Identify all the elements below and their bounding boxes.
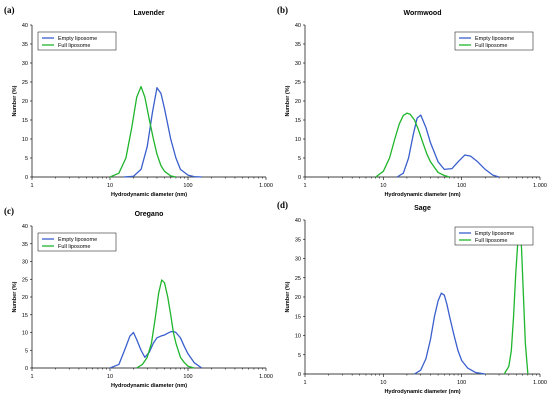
legend-label: Empty liposome [475,36,514,42]
y-axis-label: Number (%) [285,85,291,116]
x-tick-label: 100 [457,183,466,189]
panel-letter: (d) [277,200,288,210]
legend-label: Empty liposome [58,237,97,243]
chart-panel-2: (b) Wormwood 0 5 10 15 20 25 30 35 40 1 10 100 1.000 Hy… [277,5,547,198]
y-tick-label: 15 [22,313,28,319]
y-tick-label: 35 [22,42,28,48]
y-tick-label: 30 [295,257,301,263]
y-tick-label: 25 [22,277,28,283]
y-tick-label: 40 [22,224,28,230]
chart-title: Lavender [133,10,164,17]
y-tick-label: 20 [295,295,301,301]
x-axis-label: Hydrodynamic diameter (nm) [384,192,460,198]
x-tick-label: 1.000 [533,380,547,386]
y-tick-label: 15 [22,118,28,124]
series-line-full-liposome [375,112,450,178]
legend-box [454,31,534,51]
series-line-full-liposome [136,279,195,369]
chart-title: Wormwood [404,10,442,17]
x-tick-label: 10 [380,183,386,189]
y-tick-label: 20 [295,99,301,105]
x-axis-label: Hydrodynamic diameter (nm) [111,383,187,389]
y-axis-label: Number (%) [12,281,18,312]
y-tick-label: 20 [22,295,28,301]
y-tick-label: 15 [295,314,301,320]
y-tick-label: 5 [25,348,28,354]
y-tick-label: 10 [295,137,301,143]
legend-label: Full liposome [475,43,507,49]
x-tick-label: 1 [30,374,33,380]
y-tick-label: 35 [295,237,301,243]
y-axis-label: Number (%) [285,281,291,312]
chart-panel-1: (a) Lavender 0 5 10 15 20 25 30 35 40 1 10 100 1.000 Hy… [4,5,273,198]
chart-title: Sage [414,205,431,212]
series-line-empty-liposome [123,87,202,178]
x-tick-label: 1.000 [533,183,547,189]
y-tick-label: 25 [295,276,301,282]
chart-title: Oregano [135,211,164,218]
y-axis-label: Number (%) [12,85,18,116]
x-tick-label: 1.000 [259,183,273,189]
x-tick-label: 10 [380,380,386,386]
x-tick-label: 10 [107,183,113,189]
y-tick-label: 40 [22,23,28,29]
legend-label: Full liposome [58,244,90,250]
y-tick-label: 10 [22,331,28,337]
legend-label: Empty liposome [475,231,514,237]
panel-letter: (b) [277,5,288,15]
x-tick-label: 1 [303,380,306,386]
legend-box [454,226,534,246]
legend-box [37,31,117,51]
x-tick-label: 10 [107,374,113,380]
y-tick-label: 5 [298,353,301,359]
series-line-empty-liposome [414,292,486,375]
x-tick-label: 100 [457,380,466,386]
x-tick-label: 1 [303,183,306,189]
panel-letter: (c) [4,206,14,216]
y-tick-label: 10 [295,334,301,340]
y-tick-label: 25 [295,80,301,86]
y-tick-label: 10 [22,137,28,143]
y-tick-label: 35 [22,242,28,248]
x-axis-label: Hydrodynamic diameter (nm) [111,192,187,198]
chart-panel-3: (c) Oregano 0 5 10 15 20 25 30 35 40 1 10 100 1.000 Hyd… [4,206,273,389]
legend-label: Full liposome [475,238,507,244]
y-tick-label: 30 [22,260,28,266]
y-tick-label: 30 [22,61,28,67]
y-tick-label: 35 [295,42,301,48]
x-tick-label: 100 [183,183,192,189]
x-tick-label: 1 [30,183,33,189]
y-tick-label: 0 [25,366,28,372]
y-tick-label: 30 [295,61,301,67]
y-tick-label: 40 [295,218,301,224]
y-tick-label: 0 [298,372,301,378]
legend-label: Full liposome [58,43,90,49]
y-tick-label: 0 [25,175,28,181]
x-axis-label: Hydrodynamic diameter (nm) [384,389,460,395]
series-line-empty-liposome [396,114,500,178]
series-line-empty-liposome [109,330,203,369]
x-tick-label: 1.000 [259,374,273,380]
x-tick-label: 100 [183,374,192,380]
y-tick-label: 5 [25,156,28,162]
y-tick-label: 15 [295,118,301,124]
y-tick-label: 0 [298,175,301,181]
series-line-full-liposome [109,85,177,178]
chart-panel-4: (d) Sage 0 5 10 15 20 25 30 35 40 1 10 100 1.000 Hydrod… [277,200,547,395]
y-tick-label: 25 [22,80,28,86]
panel-letter: (a) [4,5,15,15]
y-tick-label: 5 [298,156,301,162]
legend-box [37,232,117,252]
y-tick-label: 20 [22,99,28,105]
series-line-full-liposome [503,230,529,375]
y-tick-label: 40 [295,23,301,29]
legend-label: Empty liposome [58,36,97,42]
